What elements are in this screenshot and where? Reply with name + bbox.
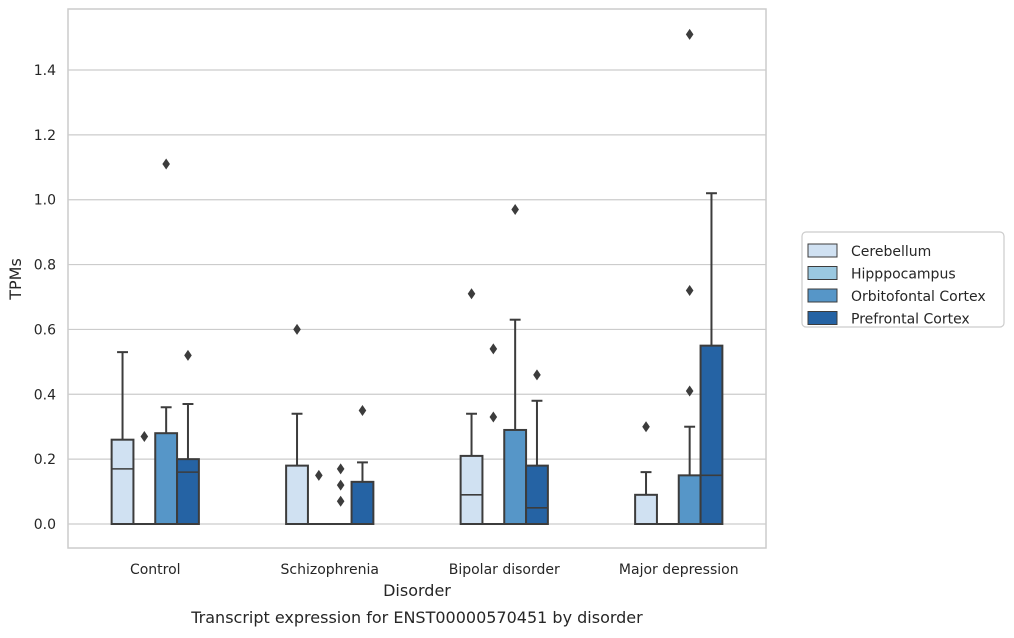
box [177, 459, 199, 524]
outlier-point [686, 29, 694, 40]
box-group [461, 288, 483, 524]
outlier-point [490, 343, 498, 354]
legend-label: Hipppocampus [851, 267, 956, 283]
legend-label: Orbitofontal Cortex [851, 289, 986, 305]
x-axis-title: Disorder [383, 581, 451, 600]
outlier-point [533, 369, 541, 380]
legend-swatch [808, 312, 837, 325]
y-tick-label: 0.6 [34, 322, 56, 338]
outlier-point [293, 324, 301, 335]
box [112, 440, 134, 524]
outlier-point [184, 350, 192, 361]
box-group [133, 431, 155, 524]
y-tick-label: 0.8 [34, 258, 56, 274]
outlier-point [490, 411, 498, 422]
legend-label: Prefrontal Cortex [851, 312, 970, 328]
y-tick-label: 0.0 [34, 517, 56, 533]
box [286, 466, 308, 524]
box-group [679, 29, 701, 524]
x-tick-label: Control [130, 562, 181, 578]
box [155, 433, 177, 524]
chart-caption: Transcript expression for ENST0000057045… [190, 608, 643, 627]
marks-layer [112, 29, 723, 524]
legend: Cerebellum Hipppocampus Orbitofontal Corte… [802, 232, 1004, 328]
box-group [482, 343, 504, 524]
legend-swatch [808, 244, 837, 257]
y-tick-label: 0.2 [34, 452, 56, 468]
outlier-point [686, 386, 694, 397]
box-group [504, 204, 526, 524]
y-tick-label: 1.4 [34, 63, 56, 79]
box-group [177, 350, 199, 524]
box [352, 482, 374, 524]
legend-swatch [808, 267, 837, 280]
outlier-point [468, 288, 476, 299]
outlier-point [337, 480, 345, 491]
axes-layer: 0.0 0.2 0.4 0.6 0.8 1.0 1.2 1.4 Control Schizophr… [34, 9, 766, 578]
box [526, 466, 548, 524]
box-group [112, 352, 134, 524]
box-group [635, 421, 657, 524]
box-group [308, 470, 330, 524]
outlier-point [337, 463, 345, 474]
legend-swatch [808, 289, 837, 302]
y-tick-label: 1.0 [34, 193, 56, 209]
box [635, 495, 657, 524]
outlier-point [642, 421, 650, 432]
outlier-point [511, 204, 519, 215]
box-group [155, 159, 177, 524]
box-group [526, 369, 548, 524]
outlier-point [337, 496, 345, 507]
legend-label: Cerebellum [851, 244, 931, 260]
box-group [286, 324, 308, 524]
y-tick-label: 0.4 [34, 387, 56, 403]
box [701, 346, 723, 524]
y-axis-title: TPMs [6, 258, 25, 301]
box-group [330, 463, 352, 524]
outlier-point [141, 431, 149, 442]
x-tick-label: Schizophrenia [281, 562, 379, 578]
box [461, 456, 483, 524]
outlier-point [162, 159, 170, 170]
x-tick-label: Bipolar disorder [449, 562, 560, 578]
box [679, 475, 701, 524]
outlier-point [315, 470, 323, 481]
x-tick-label: Major depression [619, 562, 739, 578]
box-group [701, 193, 723, 524]
box [504, 430, 526, 524]
y-tick-label: 1.2 [34, 128, 56, 144]
outlier-point [359, 405, 367, 416]
outlier-point [686, 285, 694, 296]
box-group [352, 405, 374, 524]
